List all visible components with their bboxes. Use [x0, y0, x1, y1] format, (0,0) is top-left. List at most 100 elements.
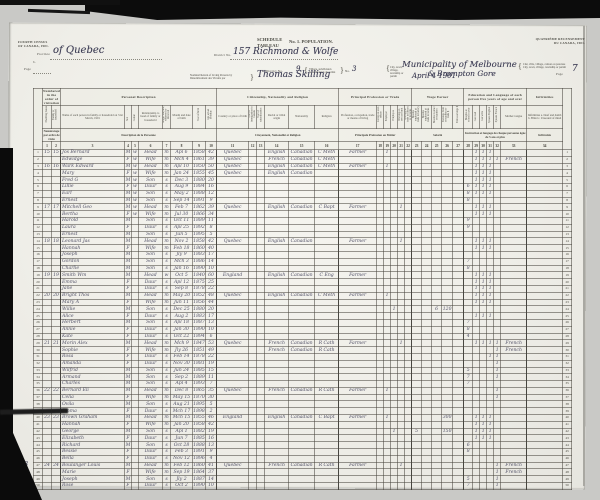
table-cell [51, 230, 61, 239]
table-cell: French [500, 461, 528, 470]
table-cell: 39 [204, 203, 218, 212]
table-cell [493, 305, 502, 314]
table-row: 44 Richard M Son s Oct 28 1888 13 6 44 [33, 441, 573, 450]
table-cell: May 15 [170, 393, 193, 402]
table-cell [421, 407, 433, 416]
table-cell [411, 244, 423, 252]
table-cell [421, 278, 433, 286]
column-header: 34 [526, 141, 564, 150]
table-cell [376, 393, 385, 402]
table-cell [383, 420, 392, 429]
table-cell: 31 [562, 352, 573, 361]
table-cell [452, 223, 465, 232]
table-cell [390, 176, 399, 184]
table-cell [500, 305, 528, 314]
table-cell [500, 414, 528, 422]
table-cell [421, 434, 433, 443]
table-cell: 47 [562, 461, 573, 470]
table-cell [314, 400, 340, 409]
table-cell: Son [138, 230, 163, 239]
bracket-close-1: } [340, 66, 344, 75]
table-cell: Daur [138, 448, 163, 456]
table-cell [421, 162, 433, 171]
table-cell [314, 210, 340, 218]
table-cell: Son [138, 305, 163, 314]
table-cell [248, 250, 258, 259]
table-cell [376, 189, 385, 198]
table-row: 12 Laura F Daur s Apl 25 1892 8 9 12 [33, 223, 573, 232]
table-cell: 27 [33, 325, 43, 334]
table-cell [431, 346, 443, 354]
table-cell [493, 149, 502, 157]
right-bracket-text: Cité, ville, village, canton ou paroisse… [523, 63, 566, 70]
table-cell [42, 380, 52, 388]
table-cell [42, 434, 52, 443]
table-cell [463, 386, 474, 395]
table-cell: 16 [204, 434, 218, 443]
table-cell: m [162, 346, 171, 354]
table-cell [397, 305, 406, 314]
table-cell [431, 325, 443, 334]
table-cell [486, 250, 495, 259]
table-cell [390, 366, 399, 375]
column-header: Can read [472, 105, 481, 129]
table-cell [288, 318, 316, 327]
table-cell [390, 169, 399, 178]
table-cell: Daur [138, 312, 163, 320]
table-cell: Willie [60, 305, 125, 314]
table-cell [338, 407, 378, 416]
table-cell [441, 298, 454, 307]
table-cell [479, 318, 488, 327]
table-cell: Farmer [338, 162, 378, 171]
table-cell [493, 244, 502, 252]
table-cell [479, 475, 488, 484]
table-cell [376, 169, 385, 178]
table-cell [404, 414, 413, 422]
table-cell [463, 339, 474, 348]
table-cell [452, 400, 465, 409]
table-cell [500, 298, 528, 307]
table-cell [248, 196, 258, 205]
table-cell: 1847 [192, 339, 206, 348]
table-cell [526, 264, 564, 273]
table-cell [421, 373, 433, 382]
table-cell [431, 196, 443, 205]
table-cell [383, 441, 392, 450]
table-cell: 24 [42, 461, 52, 470]
table-cell [42, 441, 52, 450]
table-cell [411, 448, 423, 456]
table-cell: Daur [138, 482, 163, 490]
table-cell: Amanda [60, 359, 125, 368]
table-cell: 44 [562, 441, 573, 450]
table-cell: 1855 [192, 414, 206, 422]
table-cell [383, 461, 392, 470]
table-cell [383, 312, 392, 320]
table-cell [248, 427, 258, 436]
table-cell [397, 244, 406, 252]
table-cell [411, 155, 423, 164]
table-cell: s [162, 380, 171, 388]
table-cell: 1887 [192, 318, 206, 327]
table-cell [421, 482, 433, 490]
table-cell [216, 420, 250, 429]
column-header: 7 [162, 141, 171, 150]
table-cell [256, 482, 266, 490]
table-cell: Wilfrid [60, 366, 125, 375]
table-cell: 1856 [192, 298, 206, 307]
table-cell [338, 427, 378, 436]
table-cell [256, 312, 266, 320]
table-cell [288, 454, 316, 463]
table-cell [431, 189, 443, 198]
table-cell: Daur [138, 352, 163, 361]
table-cell [431, 339, 443, 348]
table-cell [404, 305, 413, 314]
table-cell [338, 434, 378, 443]
table-cell: 24 [51, 461, 61, 470]
table-cell: F [124, 393, 132, 402]
table-cell [131, 312, 139, 320]
table-cell [390, 475, 399, 484]
province-label: Province [37, 52, 50, 56]
paper-right-edge [583, 26, 585, 486]
table-cell [472, 318, 481, 327]
